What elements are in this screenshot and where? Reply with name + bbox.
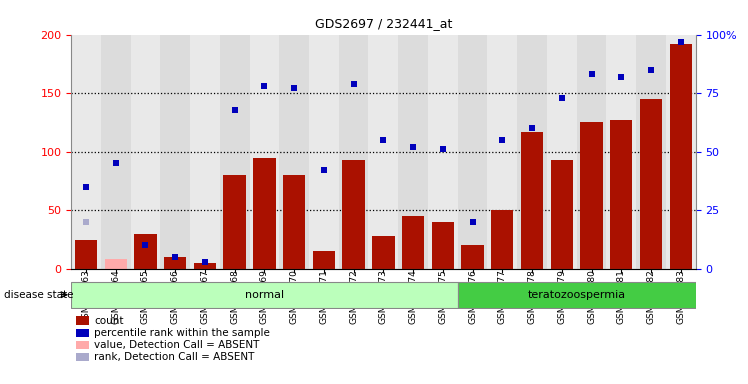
Text: teratozoospermia: teratozoospermia	[527, 290, 626, 300]
Text: disease state: disease state	[4, 290, 73, 300]
Text: GSM158469: GSM158469	[260, 269, 269, 324]
Point	[407, 144, 419, 150]
Point	[437, 146, 449, 152]
Bar	[343, 160, 365, 269]
Bar	[547, 35, 577, 269]
Point	[526, 125, 538, 131]
Bar	[428, 35, 458, 269]
Bar	[194, 263, 216, 269]
Bar	[279, 35, 309, 269]
Text: GDS2697 / 232441_at: GDS2697 / 232441_at	[315, 17, 452, 30]
Bar	[254, 157, 275, 269]
Bar	[164, 257, 186, 269]
Text: GSM158474: GSM158474	[408, 269, 417, 324]
Text: GSM158468: GSM158468	[230, 269, 239, 324]
Bar	[610, 120, 633, 269]
Bar	[521, 132, 543, 269]
Text: GSM158470: GSM158470	[289, 269, 298, 324]
Text: GSM158481: GSM158481	[617, 269, 626, 324]
Point	[348, 81, 360, 87]
Bar	[131, 35, 160, 269]
Bar	[134, 233, 156, 269]
Bar	[398, 35, 428, 269]
Bar	[462, 245, 484, 269]
Point	[645, 67, 657, 73]
Bar	[369, 35, 398, 269]
Text: GSM158476: GSM158476	[468, 269, 477, 324]
Text: GSM158464: GSM158464	[111, 269, 120, 324]
Bar	[309, 35, 339, 269]
Bar	[220, 35, 250, 269]
Text: GSM158480: GSM158480	[587, 269, 596, 324]
Text: normal: normal	[245, 290, 284, 300]
Bar	[75, 240, 97, 269]
Point	[675, 38, 687, 45]
Bar	[339, 35, 369, 269]
Bar	[101, 35, 131, 269]
Text: GSM158473: GSM158473	[378, 269, 388, 324]
Point	[139, 242, 151, 248]
Point	[169, 254, 181, 260]
Point	[80, 184, 92, 190]
Text: GSM158479: GSM158479	[557, 269, 566, 324]
Text: GSM158463: GSM158463	[82, 269, 91, 324]
Bar	[432, 222, 454, 269]
Text: GSM158467: GSM158467	[200, 269, 209, 324]
Bar	[458, 282, 696, 308]
Bar	[105, 260, 127, 269]
Point	[497, 137, 509, 143]
Bar	[577, 35, 607, 269]
Point	[556, 95, 568, 101]
Point	[467, 219, 479, 225]
Bar	[313, 251, 335, 269]
Point	[258, 83, 270, 89]
Bar	[488, 35, 517, 269]
Bar	[580, 122, 603, 269]
Point	[199, 259, 211, 265]
Bar	[283, 175, 305, 269]
Point	[586, 71, 598, 78]
Text: GSM158472: GSM158472	[349, 269, 358, 324]
Text: GSM158475: GSM158475	[438, 269, 447, 324]
Bar	[224, 175, 246, 269]
Bar	[607, 35, 636, 269]
Point	[318, 167, 330, 174]
Bar	[160, 35, 190, 269]
Point	[80, 219, 92, 225]
Bar	[71, 282, 458, 308]
Point	[229, 106, 241, 113]
Text: GSM158478: GSM158478	[527, 269, 536, 324]
Point	[616, 74, 628, 80]
Bar	[402, 216, 424, 269]
Text: GSM158477: GSM158477	[498, 269, 507, 324]
Bar	[491, 210, 513, 269]
Text: GSM158471: GSM158471	[319, 269, 328, 324]
Bar	[636, 35, 666, 269]
Text: GSM158482: GSM158482	[646, 269, 655, 324]
Bar	[640, 99, 662, 269]
Bar	[458, 35, 488, 269]
Point	[377, 137, 389, 143]
Bar	[373, 236, 394, 269]
Text: GSM158483: GSM158483	[676, 269, 685, 324]
Point	[110, 161, 122, 167]
Bar	[669, 44, 692, 269]
Text: GSM158466: GSM158466	[171, 269, 180, 324]
Point	[288, 85, 300, 91]
Bar	[190, 35, 220, 269]
Bar	[250, 35, 279, 269]
Bar	[71, 35, 101, 269]
Bar	[517, 35, 547, 269]
Legend: count, percentile rank within the sample, value, Detection Call = ABSENT, rank, : count, percentile rank within the sample…	[76, 316, 270, 362]
Bar	[666, 35, 696, 269]
Bar	[551, 160, 573, 269]
Text: GSM158465: GSM158465	[141, 269, 150, 324]
